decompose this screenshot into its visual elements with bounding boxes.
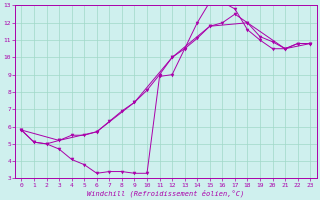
X-axis label: Windchill (Refroidissement éolien,°C): Windchill (Refroidissement éolien,°C) [87, 189, 244, 197]
